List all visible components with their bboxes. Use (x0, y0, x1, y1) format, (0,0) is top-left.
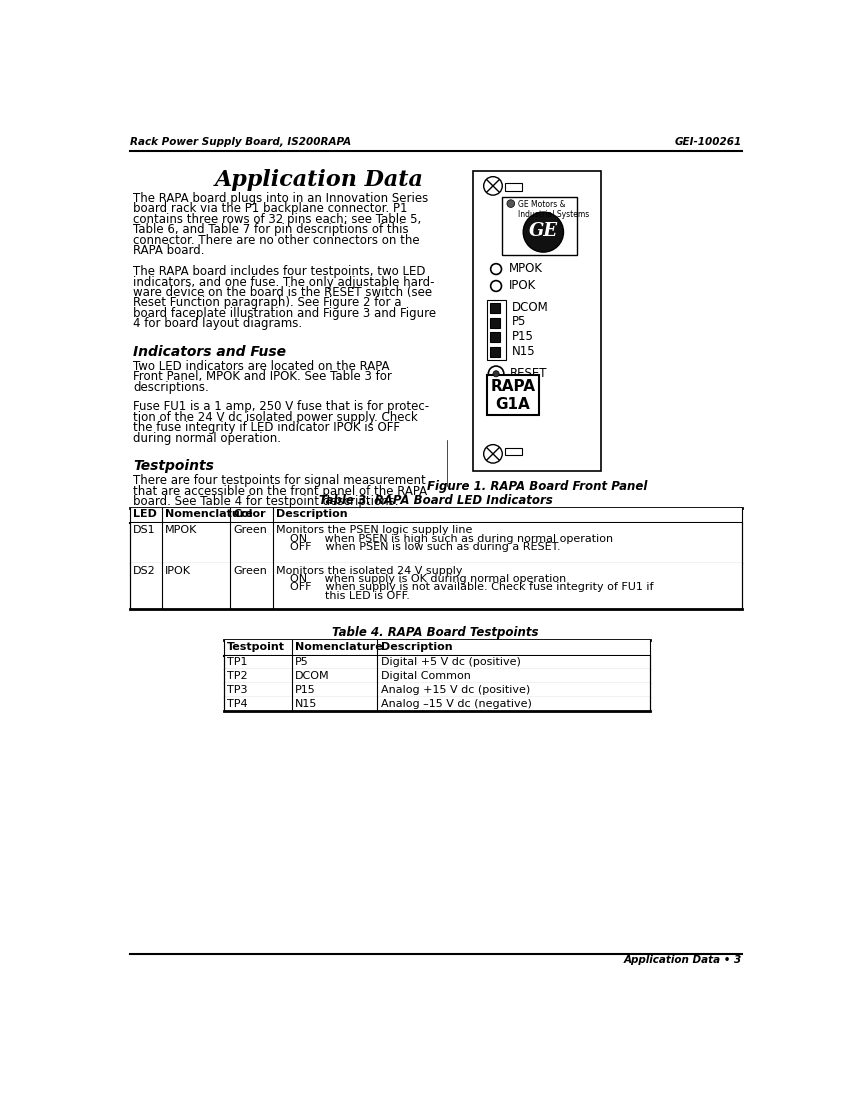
Text: The RAPA board includes four testpoints, two LED: The RAPA board includes four testpoints,… (133, 265, 426, 278)
Text: DCOM: DCOM (513, 300, 549, 313)
Text: Rack Power Supply Board, IS200RAPA: Rack Power Supply Board, IS200RAPA (129, 138, 350, 147)
Circle shape (524, 212, 564, 252)
Text: this LED is OFF.: this LED is OFF. (276, 591, 410, 601)
Text: the fuse integrity if LED indicator IPOK is OFF: the fuse integrity if LED indicator IPOK… (133, 421, 400, 434)
Circle shape (488, 366, 504, 382)
Text: OFF    when PSEN is low such as during a RESET.: OFF when PSEN is low such as during a RE… (276, 542, 561, 552)
Text: LED: LED (133, 509, 156, 519)
Text: Indicators and Fuse: Indicators and Fuse (133, 344, 286, 359)
Bar (490, 346, 500, 356)
Text: Figure 1. RAPA Board Front Panel: Figure 1. RAPA Board Front Panel (427, 480, 647, 493)
Bar (129, 524, 742, 563)
Text: Analog +15 V dc (positive): Analog +15 V dc (positive) (381, 685, 530, 695)
Text: OFF    when supply is not available. Check fuse integrity of FU1 if: OFF when supply is not available. Check … (276, 583, 654, 593)
Text: Monitors the isolated 24 V supply: Monitors the isolated 24 V supply (276, 565, 462, 575)
Text: P15: P15 (295, 685, 316, 695)
Bar (506, 183, 523, 190)
Text: Analog –15 V dc (negative): Analog –15 V dc (negative) (381, 698, 531, 708)
Text: N15: N15 (295, 698, 318, 708)
Text: Nomenclature: Nomenclature (295, 641, 383, 651)
Text: Color: Color (234, 509, 266, 519)
Text: RAPA board.: RAPA board. (133, 244, 205, 257)
Text: DS2: DS2 (133, 565, 156, 575)
Bar (502, 197, 576, 255)
Text: DCOM: DCOM (295, 671, 330, 681)
Bar (224, 640, 650, 656)
Text: TP2: TP2 (227, 671, 247, 681)
Bar (224, 670, 650, 683)
Text: GE Motors &
Industrial Systems: GE Motors & Industrial Systems (518, 200, 589, 219)
Text: IPOK: IPOK (508, 278, 536, 292)
Text: N15: N15 (513, 344, 536, 358)
Bar (224, 697, 650, 711)
Text: ON     when PSEN is high such as during normal operation: ON when PSEN is high such as during norm… (276, 534, 613, 543)
Text: Two LED indicators are located on the RAPA: Two LED indicators are located on the RA… (133, 360, 390, 373)
Text: during normal operation.: during normal operation. (133, 431, 281, 444)
Bar (224, 683, 650, 697)
Bar (129, 508, 742, 524)
Text: IPOK: IPOK (165, 565, 191, 575)
Text: G1A: G1A (496, 397, 530, 411)
Circle shape (484, 177, 502, 195)
Bar (490, 302, 500, 312)
Text: Testpoints: Testpoints (133, 459, 214, 473)
Bar (490, 332, 500, 342)
Text: TP4: TP4 (227, 698, 247, 708)
Text: board. See Table 4 for testpoint descriptions.: board. See Table 4 for testpoint descrip… (133, 495, 399, 508)
Text: Green: Green (234, 565, 267, 575)
Text: Front Panel, MPOK and IPOK. See Table 3 for: Front Panel, MPOK and IPOK. See Table 3 … (133, 371, 392, 383)
Text: Testpoint: Testpoint (227, 641, 285, 651)
Text: The RAPA board plugs into in an Innovation Series: The RAPA board plugs into in an Innovati… (133, 192, 428, 205)
Text: Application Data: Application Data (215, 169, 424, 191)
Text: Description: Description (381, 641, 452, 651)
Bar (129, 563, 742, 609)
Text: Table 6, and Table 7 for pin descriptions of this: Table 6, and Table 7 for pin description… (133, 223, 409, 236)
Text: ware device on the board is the RESET switch (see: ware device on the board is the RESET sw… (133, 286, 433, 299)
Text: RESET: RESET (510, 366, 547, 379)
Text: board rack via the P1 backplane connector. P1: board rack via the P1 backplane connecto… (133, 202, 408, 216)
Text: Nomenclature: Nomenclature (165, 509, 253, 519)
Text: TP1: TP1 (227, 657, 247, 667)
Bar (506, 448, 523, 455)
Text: that are accessible on the front panel of the RAPA: that are accessible on the front panel o… (133, 485, 428, 497)
Text: 4 for board layout diagrams.: 4 for board layout diagrams. (133, 317, 303, 330)
Text: P15: P15 (513, 330, 534, 343)
Text: Digital Common: Digital Common (381, 671, 470, 681)
Text: Monitors the PSEN logic supply line: Monitors the PSEN logic supply line (276, 526, 473, 536)
Text: DS1: DS1 (133, 526, 156, 536)
Circle shape (507, 200, 514, 208)
Text: P5: P5 (513, 316, 527, 328)
Text: Application Data • 3: Application Data • 3 (624, 955, 742, 965)
Text: Digital +5 V dc (positive): Digital +5 V dc (positive) (381, 657, 520, 667)
Text: GE: GE (529, 221, 558, 240)
Text: tion of the 24 V dc isolated power supply. Check: tion of the 24 V dc isolated power suppl… (133, 410, 418, 424)
Text: RAPA: RAPA (490, 379, 536, 394)
Text: board faceplate illustration and Figure 3 and Figure: board faceplate illustration and Figure … (133, 307, 437, 320)
Text: Table 3. RAPA Board LED Indicators: Table 3. RAPA Board LED Indicators (319, 494, 552, 507)
Bar (473, 170, 601, 471)
Bar (487, 300, 506, 360)
Text: There are four testpoints for signal measurement: There are four testpoints for signal mea… (133, 474, 426, 487)
Text: P5: P5 (295, 657, 309, 667)
Text: Description: Description (276, 509, 348, 519)
Text: Table 4. RAPA Board Testpoints: Table 4. RAPA Board Testpoints (332, 626, 539, 639)
Text: Reset Function paragraph). See Figure 2 for a: Reset Function paragraph). See Figure 2 … (133, 296, 402, 309)
Bar (224, 656, 650, 670)
Text: descriptions.: descriptions. (133, 381, 209, 394)
Text: GEI-100261: GEI-100261 (675, 138, 742, 147)
Circle shape (493, 371, 499, 377)
Text: contains three rows of 32 pins each; see Table 5,: contains three rows of 32 pins each; see… (133, 213, 422, 226)
Text: connector. There are no other connectors on the: connector. There are no other connectors… (133, 233, 420, 246)
Text: Fuse FU1 is a 1 amp, 250 V fuse that is for protec-: Fuse FU1 is a 1 amp, 250 V fuse that is … (133, 400, 429, 414)
Text: MPOK: MPOK (165, 526, 197, 536)
Text: TP3: TP3 (227, 685, 247, 695)
Text: Green: Green (234, 526, 267, 536)
Text: indicators, and one fuse. The only adjustable hard-: indicators, and one fuse. The only adjus… (133, 276, 435, 288)
Bar (487, 375, 540, 416)
Text: MPOK: MPOK (508, 262, 542, 275)
Circle shape (484, 444, 502, 463)
Bar (490, 318, 500, 328)
Text: ON     when supply is OK during normal operation: ON when supply is OK during normal opera… (276, 574, 566, 584)
